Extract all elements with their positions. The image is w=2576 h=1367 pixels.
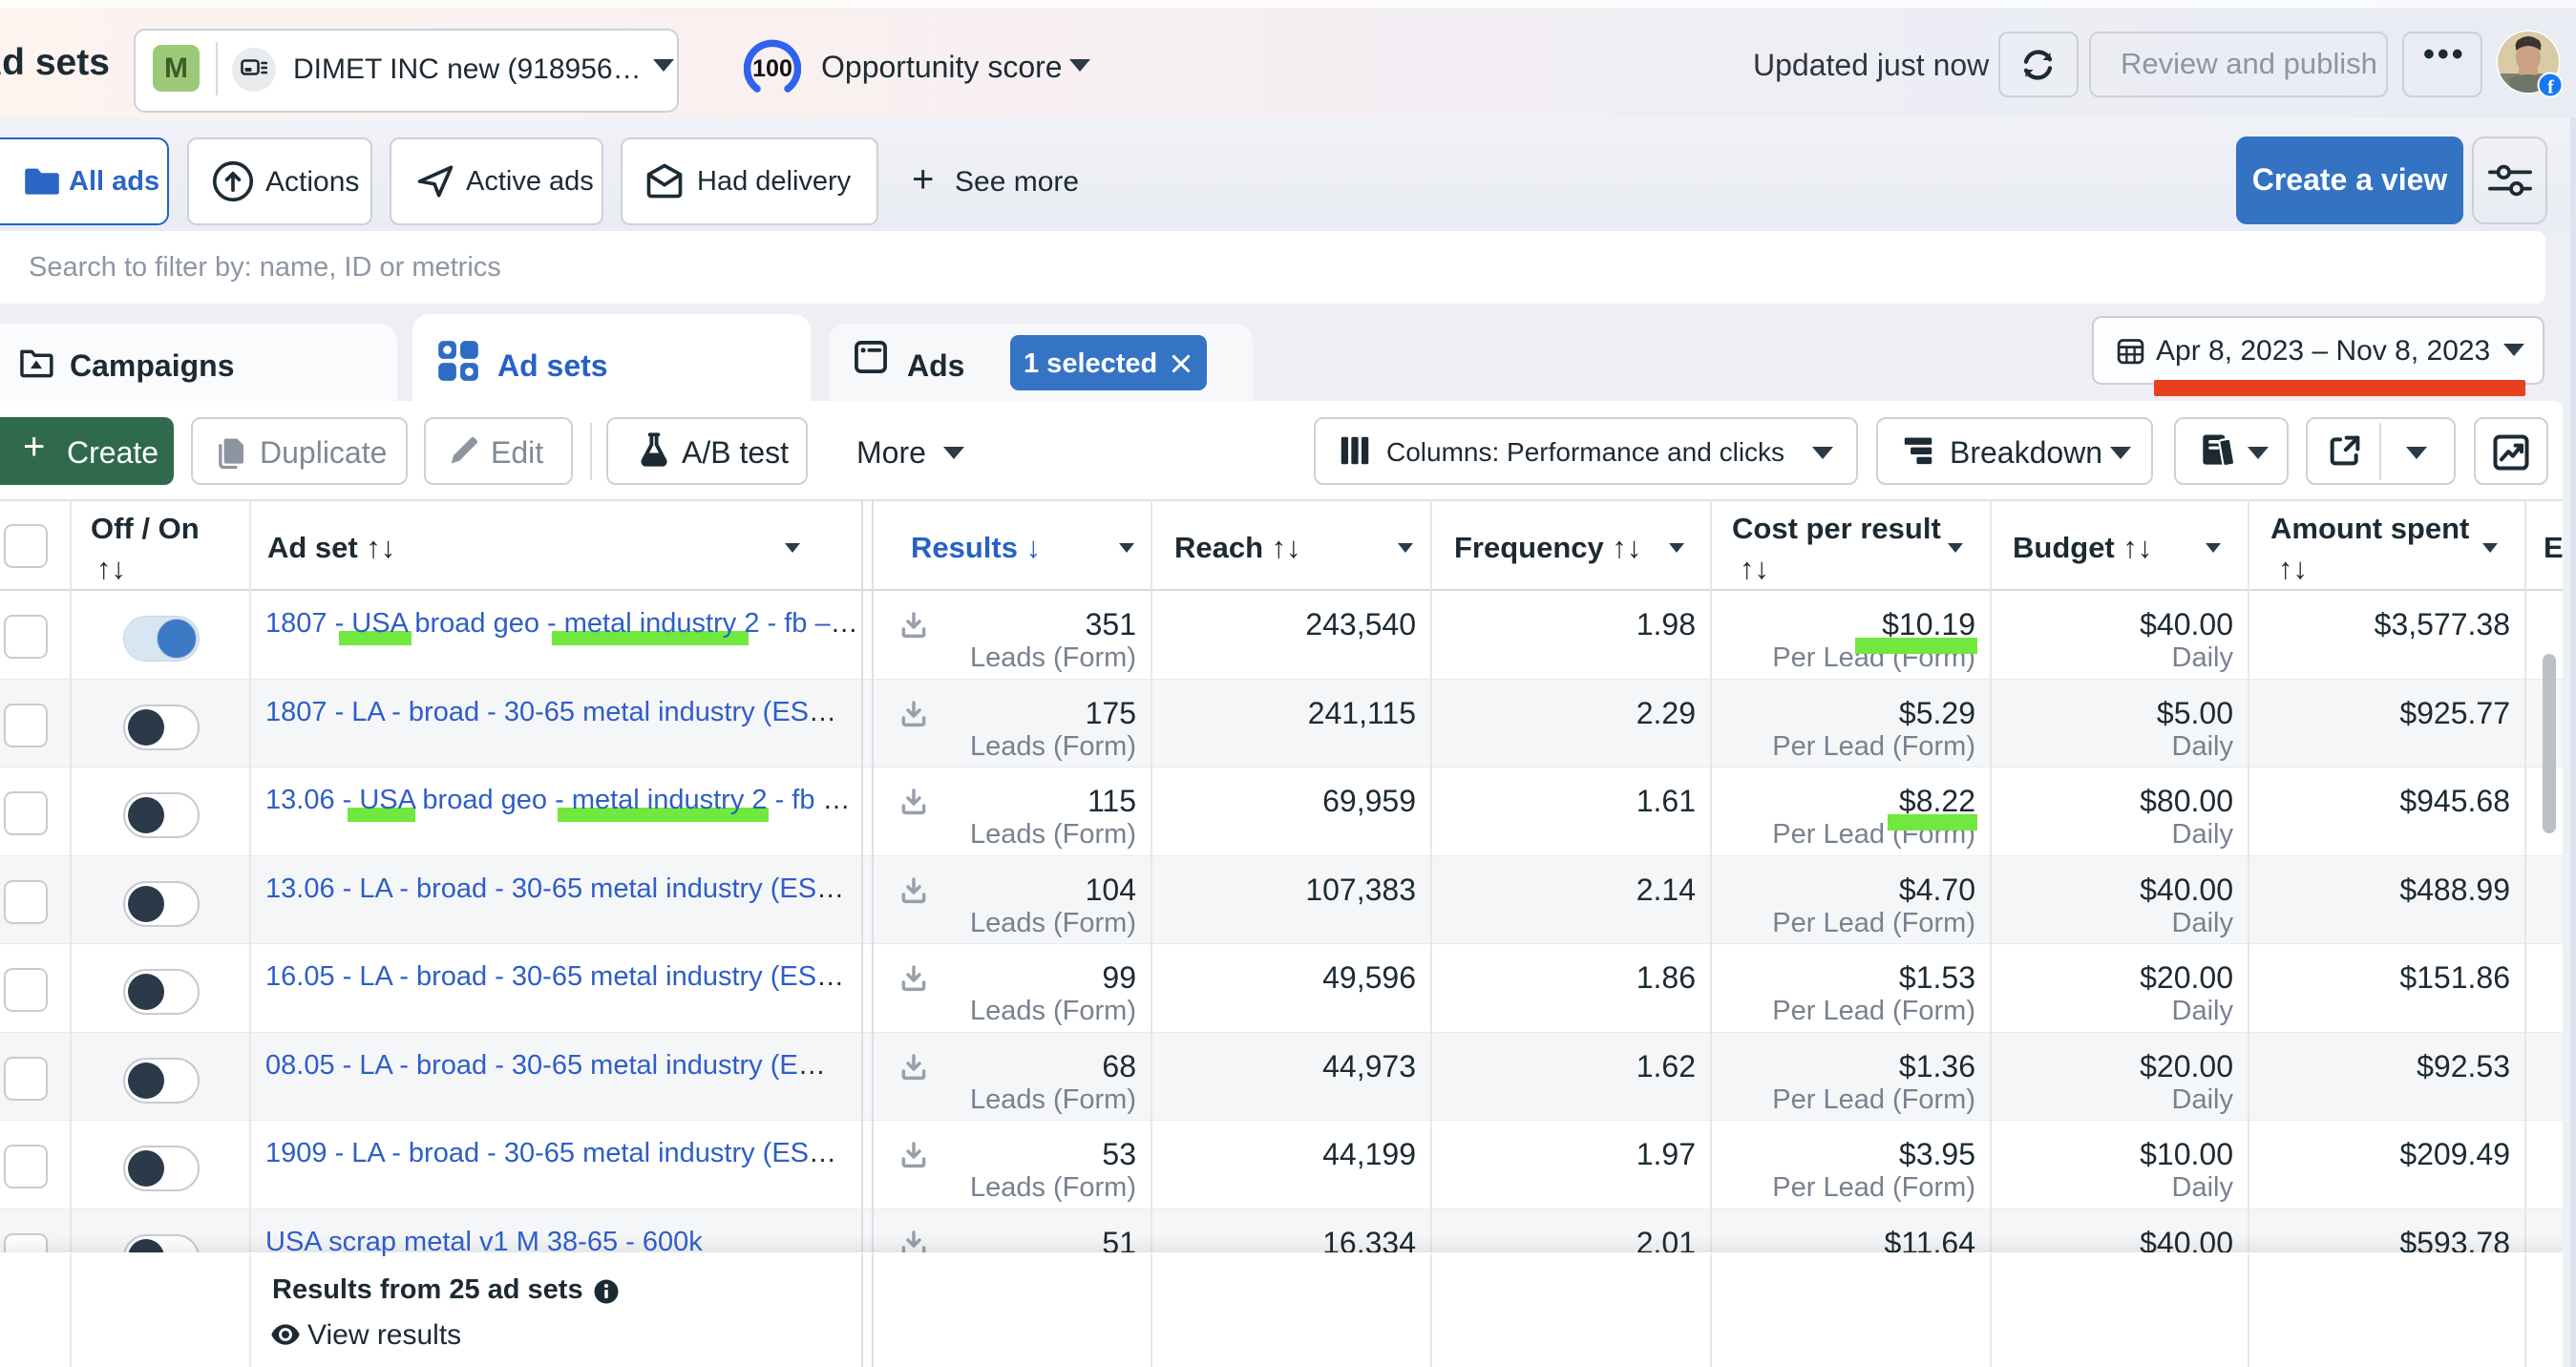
svg-text:f: f: [2547, 77, 2554, 98]
svg-text:100: 100: [752, 55, 792, 82]
